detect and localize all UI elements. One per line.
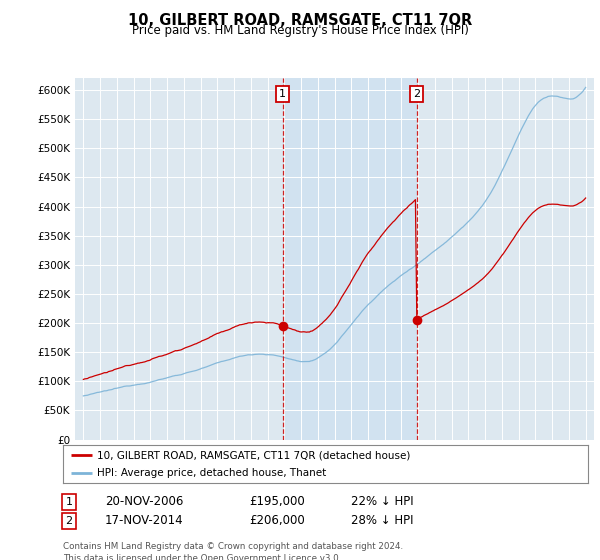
Bar — [283, 78, 416, 440]
Text: 20-NOV-2006: 20-NOV-2006 — [105, 495, 184, 508]
Text: 2: 2 — [413, 89, 420, 99]
Text: 10, GILBERT ROAD, RAMSGATE, CT11 7QR (detached house): 10, GILBERT ROAD, RAMSGATE, CT11 7QR (de… — [97, 450, 410, 460]
Text: 28% ↓ HPI: 28% ↓ HPI — [351, 514, 413, 528]
Text: Contains HM Land Registry data © Crown copyright and database right 2024.
This d: Contains HM Land Registry data © Crown c… — [63, 542, 403, 560]
Text: £195,000: £195,000 — [249, 495, 305, 508]
Text: HPI: Average price, detached house, Thanet: HPI: Average price, detached house, Than… — [97, 468, 326, 478]
Text: 10, GILBERT ROAD, RAMSGATE, CT11 7QR: 10, GILBERT ROAD, RAMSGATE, CT11 7QR — [128, 13, 472, 29]
Text: 17-NOV-2014: 17-NOV-2014 — [105, 514, 184, 528]
Text: 1: 1 — [65, 497, 73, 507]
Text: 1: 1 — [279, 89, 286, 99]
Text: Price paid vs. HM Land Registry's House Price Index (HPI): Price paid vs. HM Land Registry's House … — [131, 24, 469, 37]
Text: 22% ↓ HPI: 22% ↓ HPI — [351, 495, 413, 508]
Text: £206,000: £206,000 — [249, 514, 305, 528]
Text: 2: 2 — [65, 516, 73, 526]
